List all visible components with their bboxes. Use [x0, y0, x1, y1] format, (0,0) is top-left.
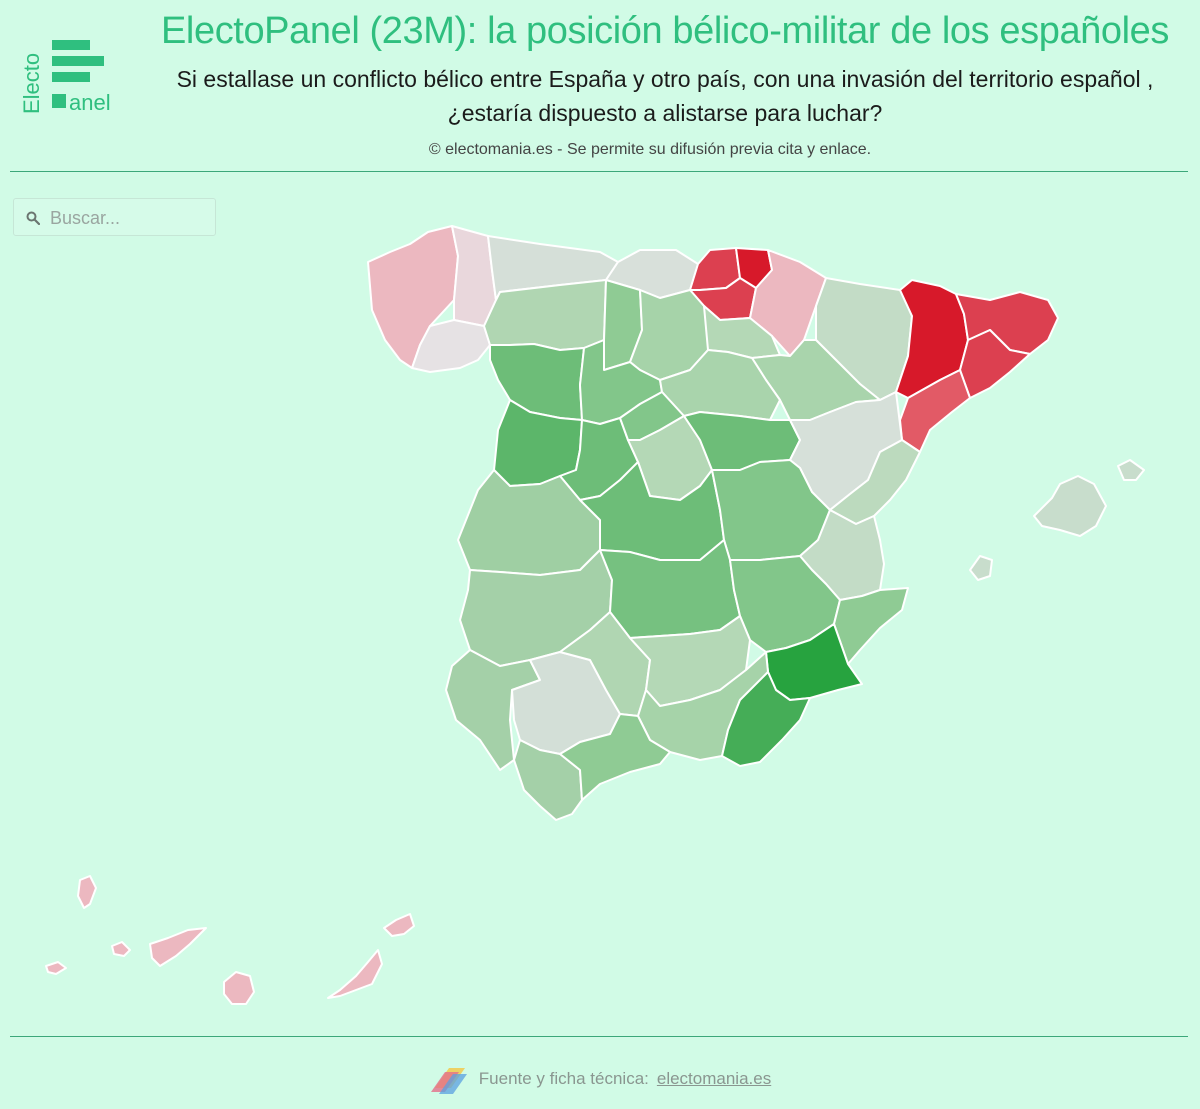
header-divider [10, 171, 1188, 172]
region-almeria[interactable] [721, 671, 811, 767]
question-subtitle: Si estallase un conflicto bélico entre E… [176, 66, 1154, 126]
footer-label: Fuente y ficha técnica: [478, 1069, 649, 1088]
region-la-gomera[interactable] [111, 941, 131, 957]
region-ibiza[interactable] [969, 555, 993, 581]
copyright-credit: © electomania.es - Se permite su difusió… [428, 141, 872, 158]
region-tenerife[interactable] [149, 927, 207, 967]
search-box[interactable] [13, 198, 216, 236]
region-malaga[interactable] [559, 713, 671, 801]
region-lanzarote[interactable] [383, 913, 415, 937]
region-menorca[interactable] [1117, 459, 1145, 481]
region-gran-canaria[interactable] [223, 971, 255, 1005]
spain-province-map [45, 225, 1145, 1005]
footer-divider [10, 1036, 1188, 1037]
region-girona[interactable] [955, 291, 1059, 355]
region-mallorca[interactable] [1033, 475, 1107, 537]
footer: Fuente y ficha técnica: electomania.es [0, 1062, 1200, 1094]
region-fuerteventura[interactable] [327, 949, 383, 999]
logo-word-bottom: anel [69, 90, 111, 115]
region-la-palma[interactable] [77, 875, 97, 909]
region-galicia-south[interactable] [411, 319, 491, 373]
header: Electo anel ElectoPanel (23M): la posici… [0, 0, 1200, 172]
electopanel-logo: Electo anel [20, 40, 111, 115]
page-title: ElectoPanel (23M): la posición bélico-mi… [160, 10, 1170, 52]
region-galicia-west[interactable] [367, 225, 459, 369]
search-icon [26, 211, 40, 225]
logo-word-top: Electo [20, 53, 44, 114]
region-alicante[interactable] [833, 587, 909, 665]
region-el-hierro[interactable] [45, 961, 67, 975]
region-zamora[interactable] [489, 343, 585, 421]
search-input[interactable] [48, 203, 212, 233]
electomania-logo-icon [430, 1068, 467, 1094]
footer-link[interactable]: electomania.es [656, 1069, 772, 1088]
